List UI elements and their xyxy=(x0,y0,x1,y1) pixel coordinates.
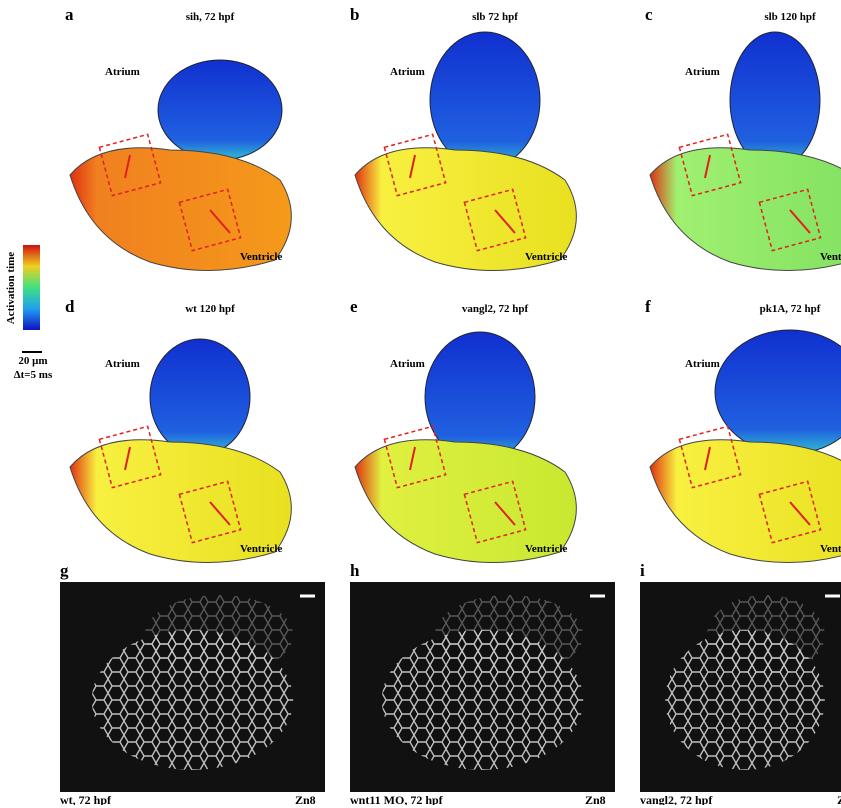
atrium-label: Atrium xyxy=(105,66,140,78)
activation-map-panel: b slb 72 hpf Atrium Ventricle xyxy=(345,0,625,285)
ventricle-label: Ventricle xyxy=(820,543,841,555)
panel-title: slb 120 hpf xyxy=(764,11,816,23)
stain-label: Zn8 xyxy=(837,793,841,805)
panel-letter: d xyxy=(65,297,75,316)
panel-letter: c xyxy=(645,5,653,24)
figure: Activation time 20 μm Δt=5 ms a sih, 72 h… xyxy=(0,0,841,808)
activation-map-panel: d wt 120 hpf Atrium Ventricle xyxy=(60,292,340,577)
caption: wnt11 MO, 72 hpf xyxy=(350,793,444,805)
micrograph-panel: i vangl2, 72 hpf Zn8 xyxy=(640,560,841,805)
atrium-label: Atrium xyxy=(390,358,425,370)
stain-label: Zn8 xyxy=(585,793,606,805)
activation-map-panel: f pk1A, 72 hpf Atrium Ventricle xyxy=(640,292,841,577)
atrium xyxy=(430,32,540,168)
scale-label: 20 μm xyxy=(18,355,47,367)
micrograph-panel: h wnt11 MO, 72 hpf Zn8 xyxy=(350,560,615,805)
ventricle-label: Ventricle xyxy=(240,251,282,263)
atrium-label: Atrium xyxy=(685,358,720,370)
panel-letter: i xyxy=(640,561,645,580)
colorbar-label: Activation time xyxy=(5,252,17,325)
panel-letter: a xyxy=(65,5,74,24)
ventricle-label: Ventricle xyxy=(240,543,282,555)
panel-letter: h xyxy=(350,561,360,580)
tissue-upper xyxy=(145,595,293,675)
panel-title: slb 72 hpf xyxy=(472,11,518,23)
panel-title: vangl2, 72 hpf xyxy=(462,303,529,315)
stain-label: Zn8 xyxy=(295,793,316,805)
micrograph-panel: g wt, 72 hpf Zn8 xyxy=(60,560,325,805)
ventricle-label: Ventricle xyxy=(525,251,567,263)
atrium xyxy=(158,60,282,160)
tissue-upper xyxy=(707,595,825,675)
panel-title: sih, 72 hpf xyxy=(186,11,235,23)
activation-map-panel: c slb 120 hpf Atrium Ventricle xyxy=(640,0,841,285)
atrium-label: Atrium xyxy=(105,358,140,370)
panel-letter: b xyxy=(350,5,359,24)
ventricle-label: Ventricle xyxy=(820,251,841,263)
colorbar-gradient xyxy=(23,245,40,330)
activation-map-panel: e vangl2, 72 hpf Atrium Ventricle xyxy=(345,292,625,577)
panel-letter: f xyxy=(645,297,651,316)
panel-title: wt 120 hpf xyxy=(185,303,235,315)
atrium-label: Atrium xyxy=(685,66,720,78)
caption: vangl2, 72 hpf xyxy=(640,793,713,805)
atrium xyxy=(730,32,820,168)
panel-letter: e xyxy=(350,297,358,316)
tissue-upper xyxy=(435,595,583,675)
panel-letter: g xyxy=(60,561,69,580)
atrium xyxy=(150,339,250,455)
atrium-label: Atrium xyxy=(390,66,425,78)
panel-title: pk1A, 72 hpf xyxy=(760,303,821,315)
dt-label: Δt=5 ms xyxy=(14,369,53,380)
ventricle-label: Ventricle xyxy=(525,543,567,555)
caption: wt, 72 hpf xyxy=(60,793,112,805)
atrium xyxy=(715,330,841,454)
activation-map-panel: a sih, 72 hpf Atrium Ventricle xyxy=(60,0,340,285)
